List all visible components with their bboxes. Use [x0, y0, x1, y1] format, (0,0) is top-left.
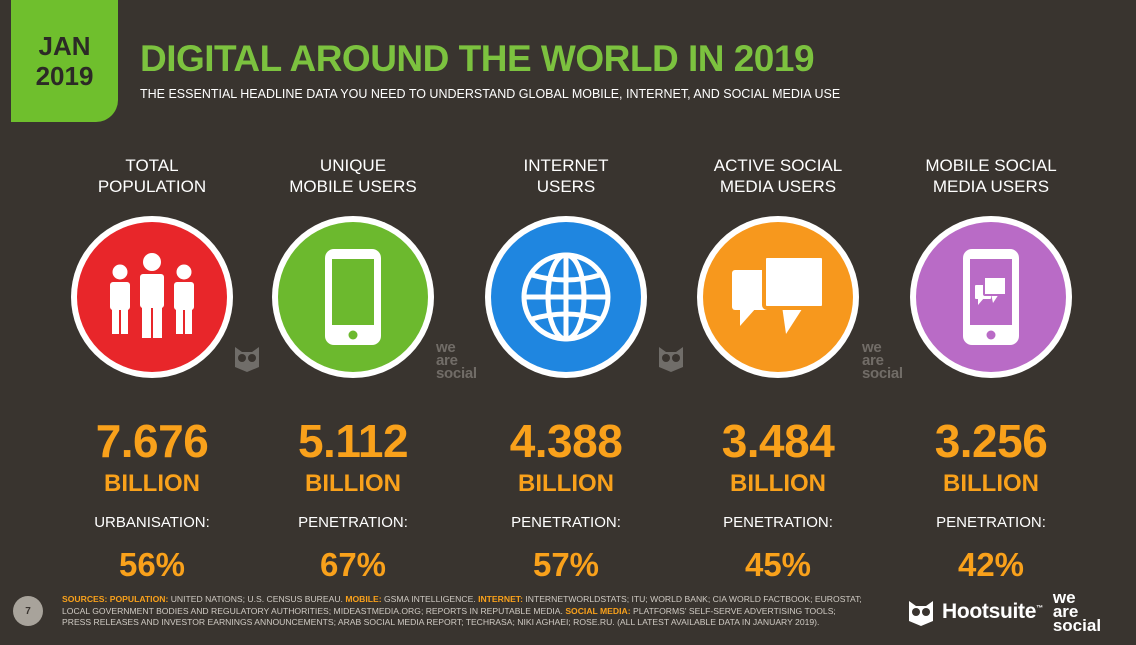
- hootsuite-logo: Hootsuite™: [942, 600, 1043, 623]
- stat-sublabel: PENETRATION:: [511, 514, 621, 531]
- stat-circle: [697, 216, 859, 378]
- stat-unit: BILLION: [305, 470, 401, 497]
- page-number: 7: [13, 596, 43, 626]
- people-icon: [77, 222, 227, 372]
- stat-subvalue: 57%: [532, 546, 600, 583]
- stat-value: 4.388: [509, 415, 623, 467]
- page-subtitle: THE ESSENTIAL HEADLINE DATA YOU NEED TO …: [140, 87, 841, 101]
- stat-subvalue: 67%: [319, 546, 387, 583]
- brand-logos: Hootsuite™ we are social: [906, 588, 1102, 635]
- owl-watermark-icon: [659, 347, 683, 372]
- stat-circle: [485, 216, 647, 378]
- stat-value: 5.112: [297, 415, 409, 467]
- we-are-social-logo: we are social: [1052, 588, 1102, 635]
- owl-watermark-icon: [235, 347, 259, 372]
- stat-subvalue: 42%: [957, 546, 1025, 583]
- stat-active-social-media-users: ACTIVE SOCIAL MEDIA USERS 3.484 BILLION P…: [672, 154, 884, 584]
- stat-circle: [910, 216, 1072, 378]
- stat-total-population: TOTAL POPULATION: [46, 154, 258, 584]
- we-are-social-watermark: we are social: [436, 339, 477, 382]
- chat-bubbles-icon: [703, 222, 853, 372]
- stat-circle: [272, 216, 434, 378]
- stat-value: 3.484: [721, 415, 835, 467]
- stat-label: UNIQUE MOBILE USERS: [289, 156, 417, 196]
- stat-unit: BILLION: [943, 470, 1039, 497]
- stat-subvalue: 45%: [744, 546, 812, 583]
- stat-circle: [71, 216, 233, 378]
- stat-mobile-social-media-users: MOBILE SOCIAL MEDIA USERS 3.256 BILLION P…: [885, 154, 1097, 584]
- stat-unique-mobile-users: UNIQUE MOBILE USERS 5.112 BILLION PENETRA…: [247, 154, 459, 584]
- stat-value: 3.256: [934, 415, 1048, 467]
- stat-label: MOBILE SOCIAL MEDIA USERS: [925, 156, 1057, 196]
- stat-internet-users: INTERNET USERS 4.388 BILLION PENETRATION:…: [460, 154, 672, 584]
- date-badge: JAN 2019: [11, 0, 118, 122]
- stat-sublabel: PENETRATION:: [936, 514, 1046, 531]
- mobile-phone-icon: [278, 222, 428, 372]
- stat-sublabel: URBANISATION:: [94, 514, 210, 531]
- stat-unit: BILLION: [104, 470, 200, 497]
- globe-icon: [491, 222, 641, 372]
- sources-text: SOURCES: POPULATION: UNITED NATIONS; U.S…: [62, 594, 862, 627]
- stat-label: ACTIVE SOCIAL MEDIA USERS: [713, 156, 843, 196]
- stat-unit: BILLION: [518, 470, 614, 497]
- badge-month: JAN: [38, 31, 91, 61]
- we-are-social-watermark: we are social: [862, 339, 903, 382]
- page-title: DIGITAL AROUND THE WORLD IN 2019: [140, 38, 815, 79]
- stat-label: TOTAL POPULATION: [97, 156, 207, 196]
- badge-year: 2019: [35, 61, 94, 91]
- mobile-chat-icon: [916, 222, 1066, 372]
- stat-subvalue: 56%: [118, 546, 186, 583]
- stat-sublabel: PENETRATION:: [298, 514, 408, 531]
- hootsuite-owl-icon: [909, 601, 933, 626]
- stat-unit: BILLION: [730, 470, 826, 497]
- stat-label: INTERNET USERS: [523, 156, 609, 196]
- stat-sublabel: PENETRATION:: [723, 514, 833, 531]
- stat-value: 7.676: [95, 415, 209, 467]
